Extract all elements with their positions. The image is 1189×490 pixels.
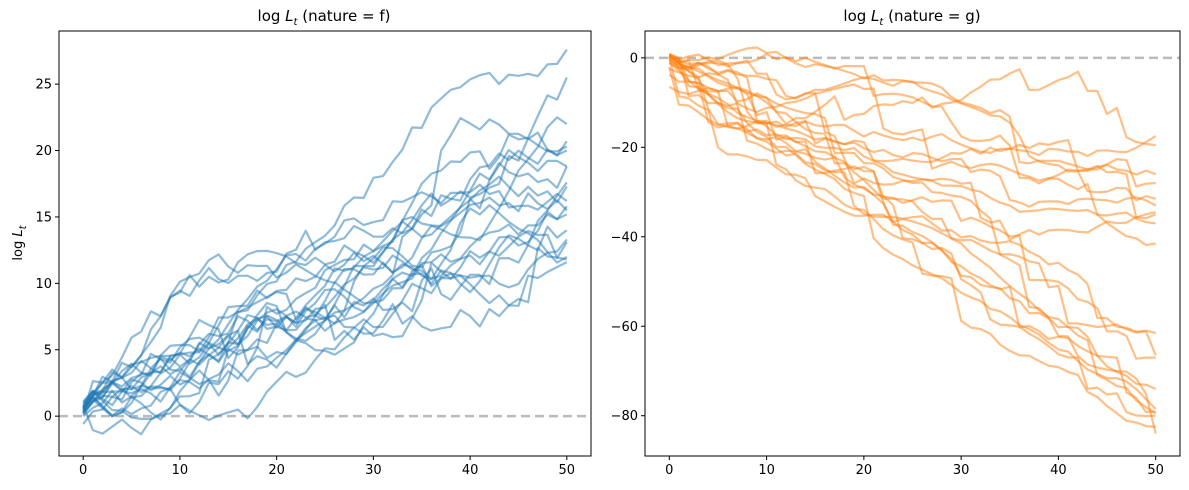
left-x-tick-label: 10 xyxy=(172,463,189,478)
left-y-tick-label: 10 xyxy=(35,277,52,292)
left-series-line-7 xyxy=(82,161,568,407)
left-series-line-1 xyxy=(82,48,568,404)
left-series-line-13 xyxy=(82,192,568,418)
left-y-tick-label: 20 xyxy=(35,144,52,159)
right-x-tick-label: 0 xyxy=(665,463,673,478)
right-series-line-1 xyxy=(668,53,1157,163)
right-series-line-6 xyxy=(668,59,1157,208)
right-series-line-16 xyxy=(668,57,1156,418)
left-x-tick-label: 50 xyxy=(559,463,576,478)
left-series-line-10 xyxy=(82,175,568,417)
right-series-line-11 xyxy=(668,55,1156,335)
left-x-tick-label: 40 xyxy=(462,463,479,478)
right-series-line-18 xyxy=(668,54,1157,434)
right-series-line-19 xyxy=(668,66,1157,356)
right-chart-title: log Lt (nature = g) xyxy=(843,7,980,28)
left-y-tick-label: 25 xyxy=(35,78,52,93)
right-series-line-8 xyxy=(668,67,1157,241)
left-x-tick-label: 30 xyxy=(365,463,382,478)
right-axes-frame xyxy=(644,30,1181,457)
right-series-line-15 xyxy=(668,53,1156,414)
right-x-tick-label: 10 xyxy=(758,463,775,478)
right-chart-panel: log Lt (nature = g) 0 10 20 30 40 50 0 −20 −40 −6… xyxy=(611,7,1181,478)
right-x-tick-label: 20 xyxy=(856,463,873,478)
left-series-line-15 xyxy=(82,225,568,416)
left-chart-panel: log Lt (nature = f) 0 10 20 30 40 50 0 5 10 15 20 2… xyxy=(11,7,592,478)
left-axes-frame xyxy=(58,30,592,457)
left-series-line-20 xyxy=(82,261,568,422)
left-x-tick-label: 20 xyxy=(268,463,285,478)
left-y-axis-label: log Lt xyxy=(11,224,29,260)
right-series-line-17 xyxy=(668,58,1156,428)
left-chart-title: log Lt (nature = f) xyxy=(258,7,391,28)
left-series-line-6 xyxy=(82,148,568,411)
right-y-tick-label: −60 xyxy=(611,320,638,335)
left-y-tick-label: 0 xyxy=(44,410,52,425)
right-series-line-12 xyxy=(668,85,1156,360)
left-series-line-18 xyxy=(82,204,568,414)
right-series-line-13 xyxy=(668,54,1157,390)
right-x-tick-label: 30 xyxy=(953,463,970,478)
right-series-line-2 xyxy=(668,55,1156,147)
right-y-tick-label: 0 xyxy=(630,51,638,66)
right-y-tick-label: −80 xyxy=(611,409,638,424)
right-plot-area xyxy=(645,46,1180,434)
left-plot-area xyxy=(59,48,591,436)
left-series-line-17 xyxy=(82,229,568,411)
right-series-line-20 xyxy=(668,55,1157,415)
left-series-line-12 xyxy=(82,205,568,405)
right-x-tick-label: 50 xyxy=(1147,463,1164,478)
right-series-line-7 xyxy=(668,46,1156,219)
left-y-tick-label: 5 xyxy=(44,343,52,358)
right-ticks: 0 10 20 30 40 50 0 −20 −40 −60 −80 xyxy=(611,51,1164,478)
left-series-line-16 xyxy=(82,238,568,420)
right-series-line-9 xyxy=(668,52,1156,225)
right-y-tick-label: −20 xyxy=(611,141,638,156)
left-x-tick-label: 0 xyxy=(79,463,87,478)
right-x-tick-label: 40 xyxy=(1050,463,1067,478)
left-series-line-19 xyxy=(82,246,568,421)
left-y-tick-label: 15 xyxy=(35,210,52,225)
left-ticks: 0 10 20 30 40 50 0 5 10 15 20 25 xyxy=(35,78,575,478)
right-y-tick-label: −40 xyxy=(611,230,638,245)
left-series-line-14 xyxy=(82,210,568,409)
